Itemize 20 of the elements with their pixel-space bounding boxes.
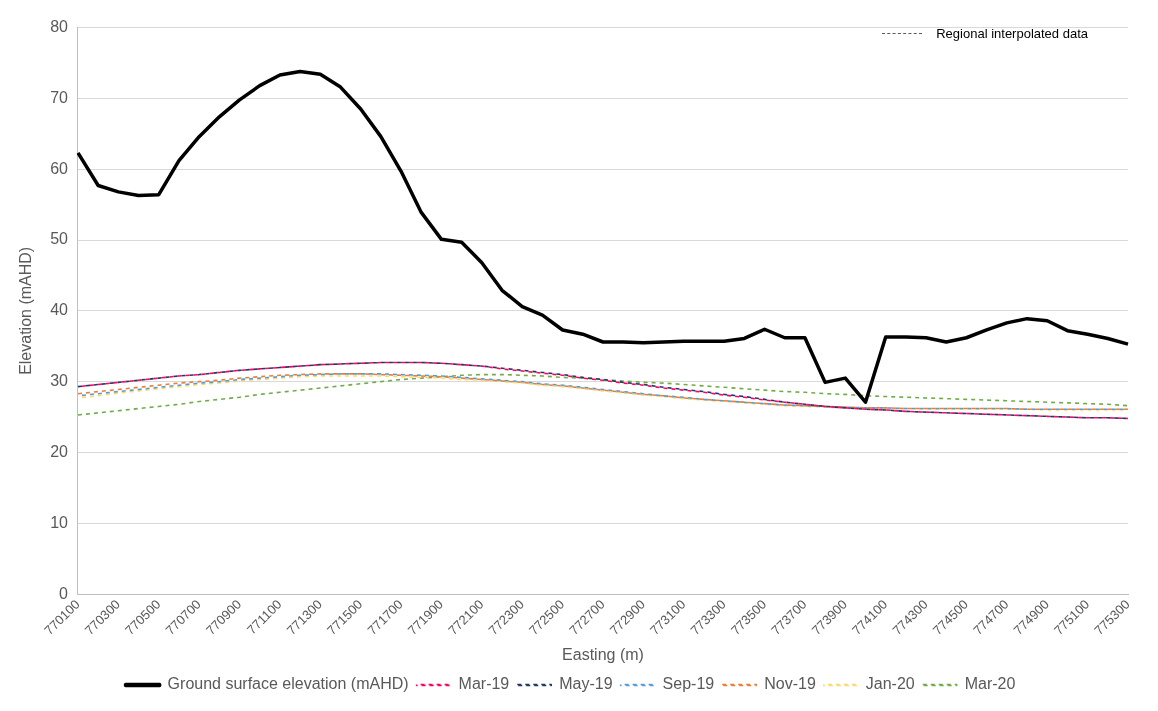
legend-label: Nov-19 [764, 675, 816, 693]
legend-label: Ground surface elevation (mAHD) [167, 675, 409, 693]
y-tick-label: 50 [50, 230, 69, 248]
x-axis-title: Easting (m) [562, 645, 644, 663]
line-series [77, 361, 1129, 420]
y-tick-label: 40 [50, 301, 69, 319]
y-tick-label: 70 [50, 88, 69, 106]
legend-label: Mar-19 [458, 675, 510, 693]
y-tick-label: 80 [50, 18, 69, 36]
annotation: Regional interpolated data [936, 26, 1088, 41]
y-tick-label: 10 [50, 513, 69, 531]
y-tick-label: 0 [59, 584, 69, 602]
legend-label: Mar-20 [964, 675, 1016, 693]
legend-label: Jan-20 [865, 675, 915, 693]
legend-label: Sep-19 [662, 675, 715, 693]
legend-label: May-19 [559, 675, 613, 693]
y-axis-title: Elevation (mAHD) [17, 246, 35, 375]
y-tick-label: 30 [50, 372, 69, 390]
y-tick-label: 60 [50, 159, 69, 177]
y-tick-label: 20 [50, 442, 69, 460]
